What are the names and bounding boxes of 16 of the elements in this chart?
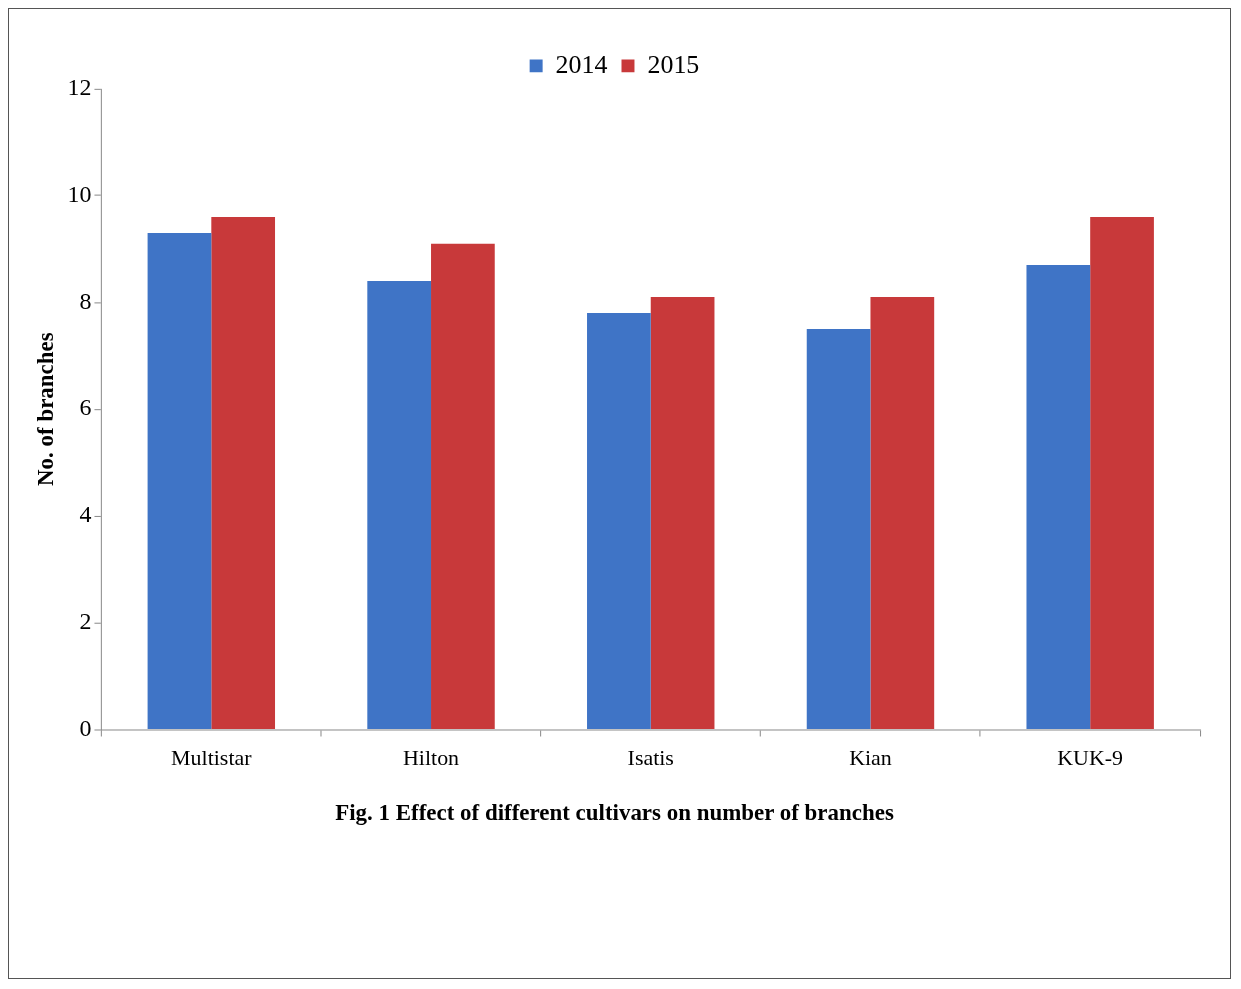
y-axis-title: No. of branches <box>32 332 58 486</box>
legend-label: 2015 <box>647 49 700 79</box>
y-tick-label: 4 <box>79 501 92 528</box>
legend-label: 2014 <box>555 49 608 79</box>
y-tick-label: 12 <box>67 74 92 101</box>
text: Fig. 1 Effect of different cultivars on number of branches <box>335 800 894 826</box>
x-tick-label: Kian <box>849 745 892 771</box>
x-tick-label: Hilton <box>402 745 460 771</box>
y-tick-label: 10 <box>67 180 92 207</box>
y-tick-label: 6 <box>79 394 92 421</box>
x-tick-label: Multistar <box>171 745 253 771</box>
x-tick-label: KUK-9 <box>1057 745 1124 771</box>
y-tick-label: 8 <box>79 287 92 314</box>
y-tick-label: 2 <box>79 608 92 635</box>
x-tick-label: Isatis <box>627 745 674 771</box>
y-tick-label: 0 <box>79 714 92 741</box>
